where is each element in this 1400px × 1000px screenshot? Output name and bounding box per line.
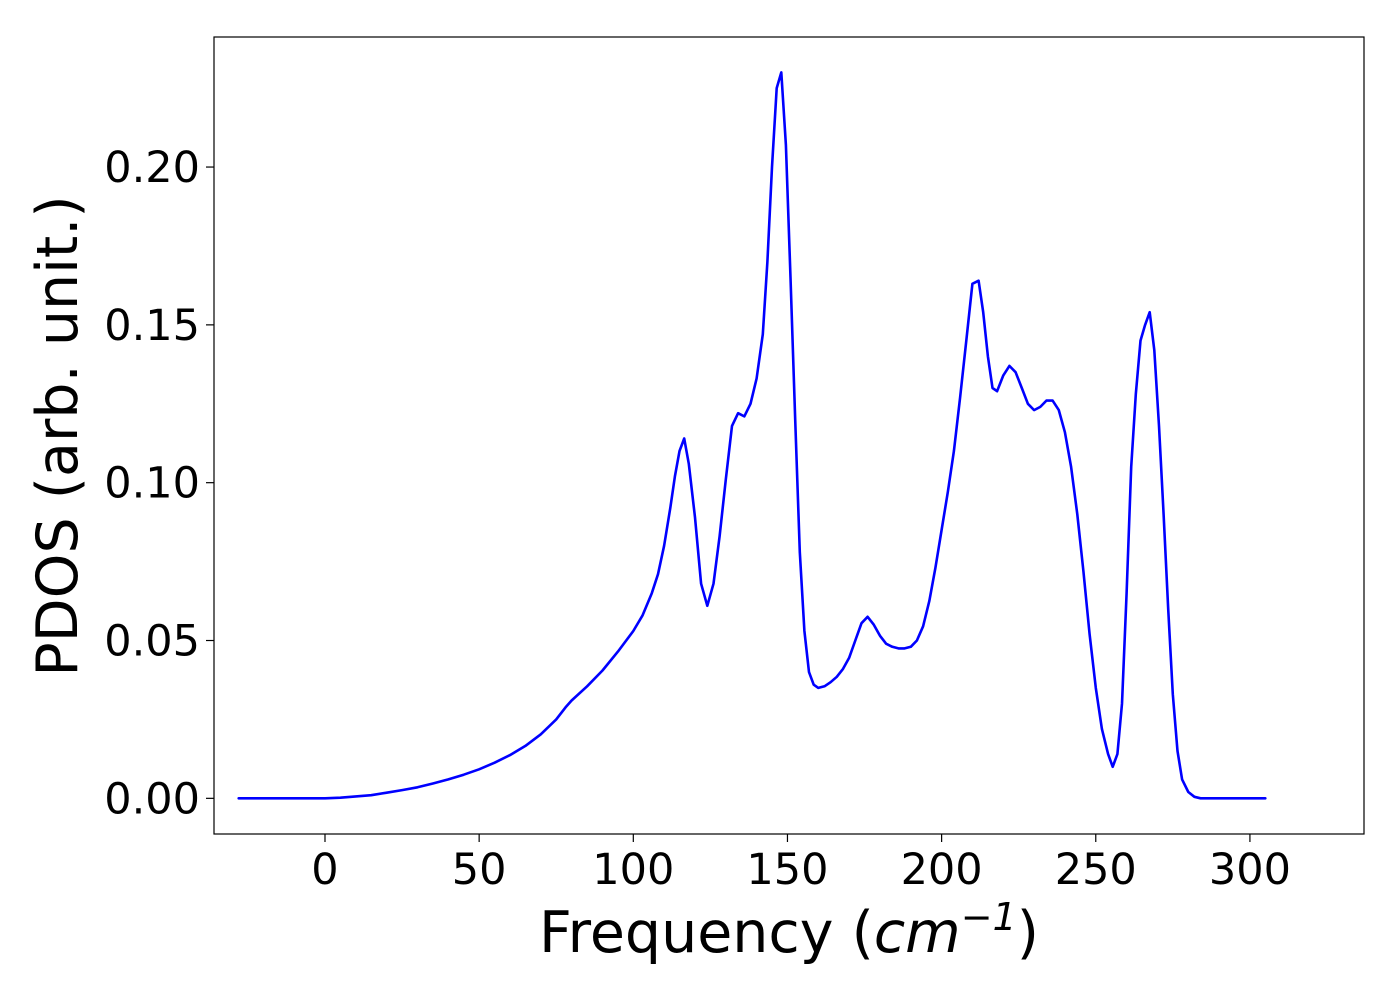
plot-area [213,36,1365,835]
x-tick-label: 300 [1209,845,1291,895]
y-tick-label: 0.20 [104,143,200,193]
y-axis-label: PDOS (arb. unit.) [25,195,91,676]
y-tick-label: 0.05 [104,617,200,667]
y-tick-label: 0.00 [104,774,200,824]
y-tick-label: 0.10 [104,459,200,509]
y-axis-ticks: 0.00 0.05 0.10 0.15 0.20 [104,143,214,824]
series-group [237,71,1267,800]
x-axis-ticks: 0 50 100 150 200 250 300 [311,834,1291,895]
x-tick-label: 250 [1055,845,1137,895]
x-tick-label: 100 [592,845,674,895]
x-axis-label: Frequency (cm−1) [539,895,1039,966]
x-tick-label: 150 [746,845,828,895]
x-tick-label: 0 [311,845,338,895]
y-tick-label: 0.15 [104,301,200,351]
x-tick-label: 200 [901,845,983,895]
x-tick-label: 50 [452,845,507,895]
pdos-series-line [237,71,1267,800]
